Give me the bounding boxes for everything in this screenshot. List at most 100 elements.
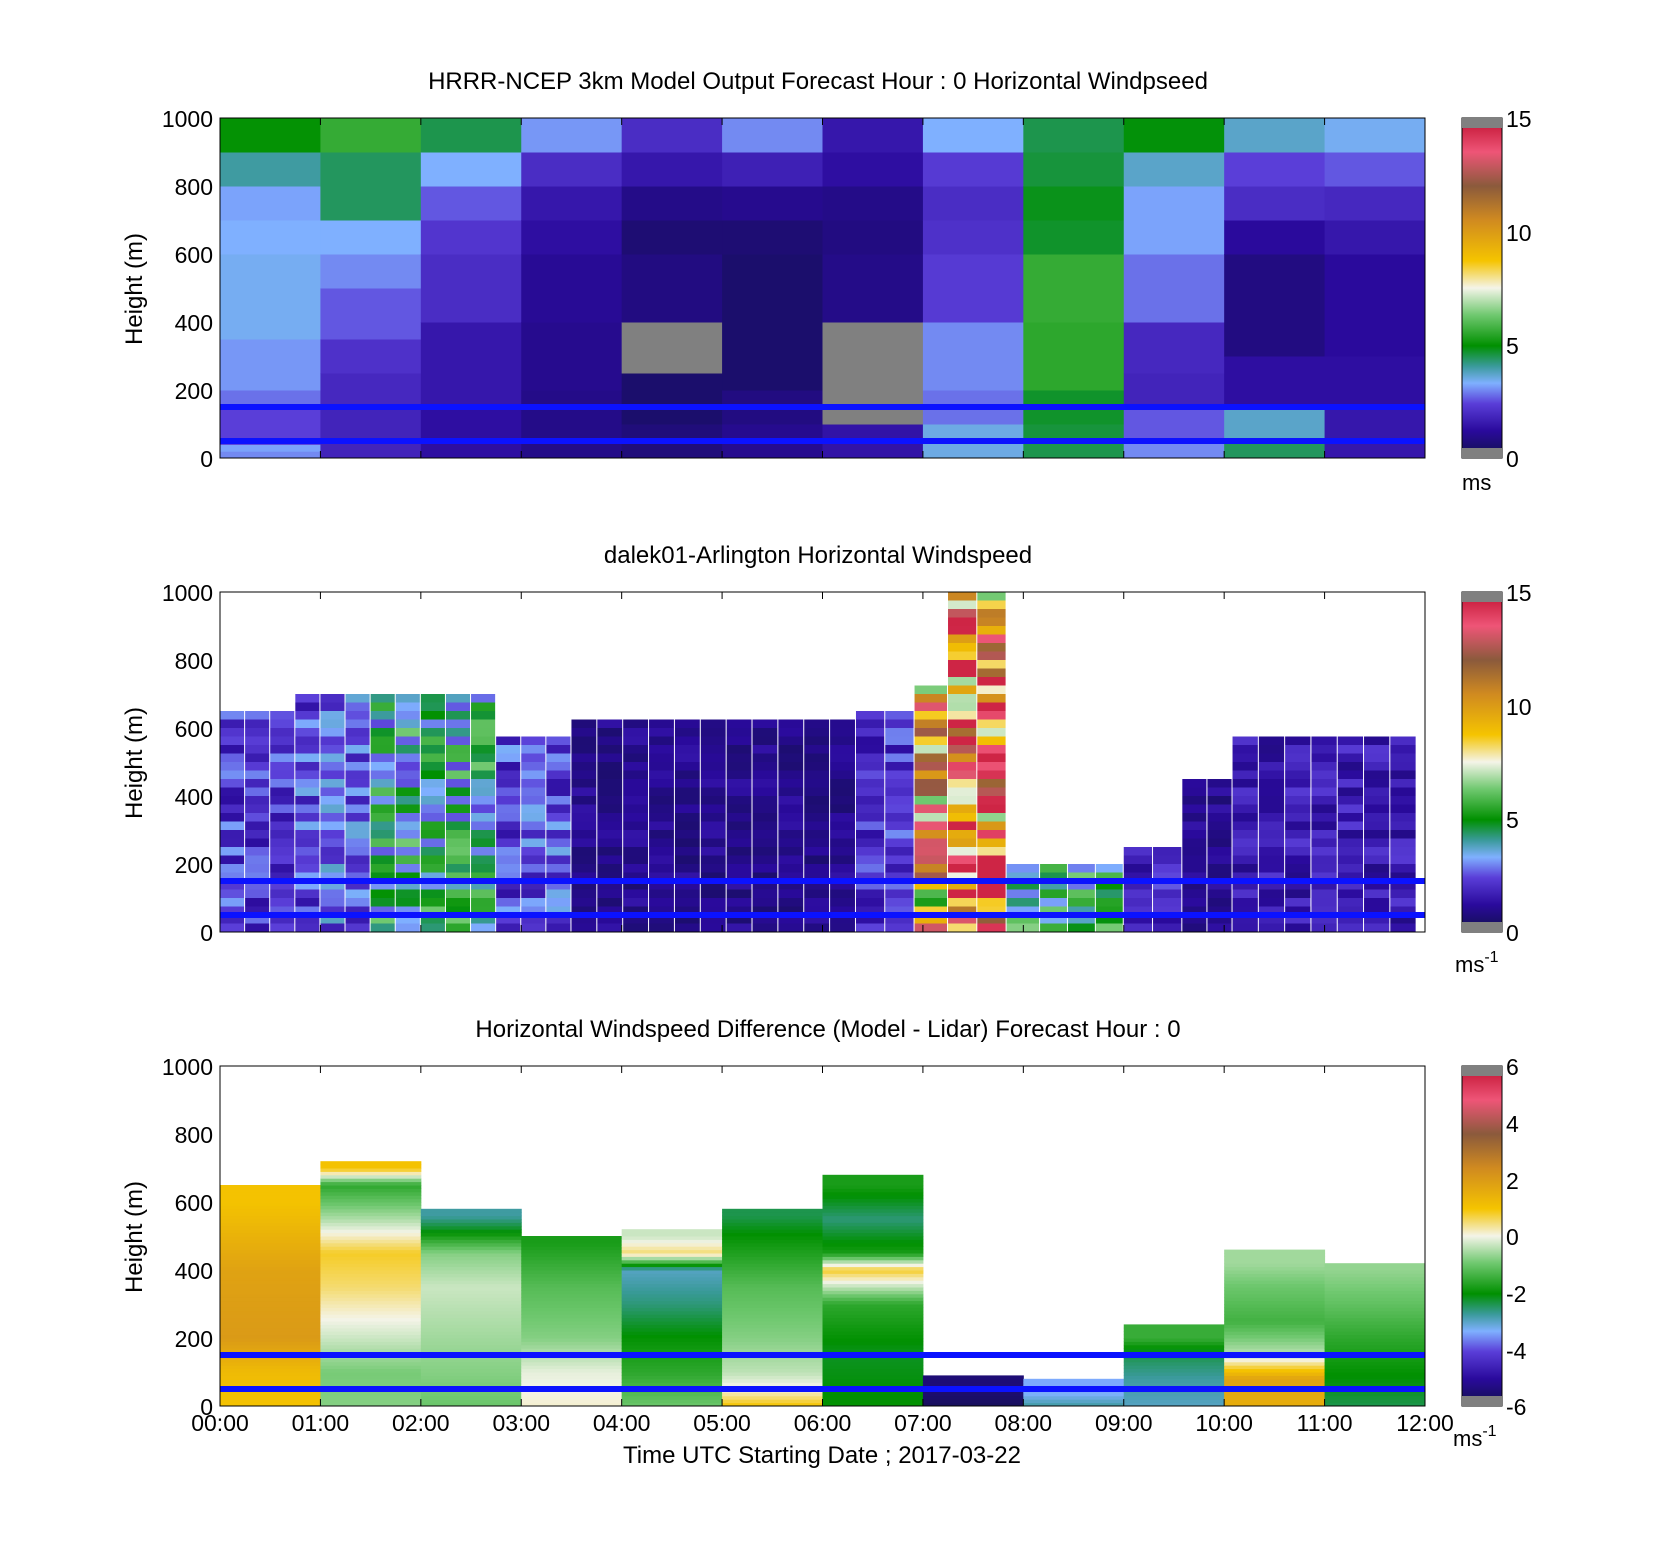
heatmap-cell [1232,804,1258,813]
heatmap-cell [914,685,948,694]
heatmap-cell [345,702,370,711]
heatmap-cell [320,1195,422,1200]
heatmap-cell [220,745,245,754]
heatmap-cell [778,872,804,881]
heatmap-cell [295,813,320,822]
heatmap-cell [345,923,370,932]
heatmap-cell [885,813,914,822]
heatmap-cell [220,1338,321,1342]
heatmap-cell [977,609,1006,618]
heatmap-cell [1337,838,1364,847]
heatmap-cell [649,864,674,873]
heatmap-cell [822,1249,924,1254]
heatmap-cell [623,719,649,728]
heatmap-cell [1040,915,1067,924]
heatmap-cell [395,787,420,796]
heatmap-cell [521,1317,623,1322]
heatmap-cell [395,719,420,728]
heatmap-cell [320,762,345,771]
heatmap-cell [822,1195,924,1200]
heatmap-cell [220,1314,321,1319]
heatmap-cell [1337,830,1364,839]
heatmap-cell [597,881,623,890]
heatmap-cell [521,762,546,771]
heatmap-cell [320,1266,422,1271]
heatmap-cell [320,736,345,745]
heatmap-cell [885,898,914,907]
heatmap-cell [521,1361,623,1366]
heatmap-cell [822,220,924,255]
heatmap-cell [270,872,295,881]
heatmap-cell [1390,762,1416,771]
heatmap-cell [1324,1324,1426,1329]
heatmap-cell [1364,787,1390,796]
heatmap-cell [320,1164,422,1169]
heatmap-cell [320,1293,422,1298]
heatmap-cell [1123,881,1153,890]
heatmap-cell [370,881,395,890]
heatmap-cell [1285,779,1311,788]
heatmap-cell [1364,736,1390,745]
heatmap-cell [420,702,445,711]
heatmap-cell [220,906,245,915]
heatmap-cell [1324,1375,1426,1380]
heatmap-cell [370,719,395,728]
heatmap-cell [649,813,674,822]
heatmap-cell [546,838,571,847]
heatmap-cell [1232,830,1258,839]
heatmap-cell [320,1259,422,1264]
heatmap-cell [420,736,445,745]
colorbar-tick-label: 4 [1506,1111,1519,1137]
heatmap-cell [320,711,345,720]
colorbar-tick-label: 15 [1506,580,1532,606]
heatmap-cell [700,847,726,856]
heatmap-cell [977,770,1006,779]
heatmap-cell [822,1225,924,1230]
heatmap-cell [885,736,914,745]
heatmap-cell [621,1256,723,1261]
heatmap-cell [220,1270,321,1274]
heatmap-cell [722,1276,823,1281]
heatmap-cell [722,1290,823,1295]
heatmap-cell [977,719,1006,728]
heatmap-cell [1390,779,1416,788]
heatmap-cell [295,787,320,796]
heatmap-cell [220,813,245,822]
heatmap-cell [722,1375,823,1380]
heatmap-cell [521,1334,623,1339]
colorbar-bar [1461,1065,1503,1407]
heatmap-cell [1207,847,1232,856]
heatmap-cell [420,1307,522,1312]
heatmap-cell [571,898,597,907]
heatmap-cell [320,906,345,915]
heatmap-cell [445,838,471,847]
heatmap-cell [1258,736,1285,745]
heatmap-cell [1182,906,1207,915]
heatmap-cell [1364,838,1390,847]
heatmap-cell [948,796,977,805]
heatmap-cell [722,1232,823,1237]
heatmap-cell [1224,1365,1326,1370]
heatmap-cell [320,1372,422,1376]
heatmap-cell [345,898,370,907]
heatmap-cell [496,745,521,754]
heatmap-cell [623,872,649,881]
heatmap-cell [245,804,270,813]
heatmap-cell [445,711,471,720]
heatmap-cell [445,694,471,703]
heatmap-cell [496,881,521,890]
heatmap-cell [395,906,420,915]
heatmap-cell [977,838,1006,847]
heatmap-cell [977,889,1006,898]
heatmap-cell [496,855,521,864]
heatmap-cell [804,804,830,813]
heatmap-cell [270,830,295,839]
heatmap-cell [822,1263,924,1268]
heatmap-cell [1123,1344,1225,1349]
heatmap-cell [649,779,674,788]
heatmap-cell [804,864,830,873]
heatmap-cell [420,254,522,323]
heatmap-cell [345,813,370,822]
heatmap-cell [420,881,445,890]
heatmap-cell [420,838,445,847]
